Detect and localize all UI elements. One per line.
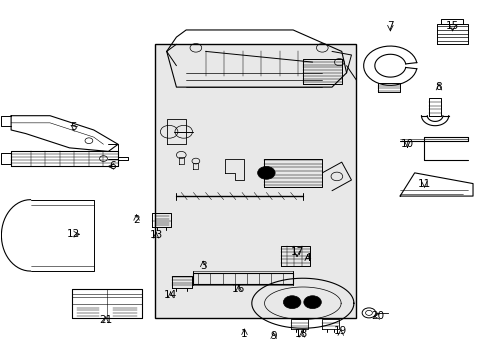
Text: 15: 15 (445, 21, 458, 31)
Text: 8: 8 (435, 82, 442, 92)
Text: 14: 14 (163, 290, 177, 300)
Bar (154, 44, 356, 318)
Text: 16: 16 (232, 284, 245, 294)
Text: 7: 7 (386, 21, 393, 31)
Text: 21: 21 (99, 315, 112, 325)
Text: 12: 12 (66, 229, 80, 239)
Circle shape (303, 296, 321, 309)
Text: 20: 20 (371, 311, 384, 321)
Text: 6: 6 (109, 161, 115, 171)
Text: 19: 19 (333, 326, 346, 336)
Circle shape (283, 296, 300, 309)
Text: 2: 2 (133, 215, 140, 225)
Text: 4: 4 (304, 253, 310, 263)
Text: 11: 11 (417, 179, 430, 189)
Text: 1: 1 (241, 329, 247, 339)
Text: 5: 5 (70, 122, 77, 132)
Circle shape (257, 166, 275, 179)
Text: 3: 3 (200, 261, 206, 271)
Text: 13: 13 (149, 230, 163, 240)
Text: 18: 18 (295, 329, 308, 339)
Text: 17: 17 (290, 247, 303, 257)
Text: 10: 10 (400, 139, 413, 149)
Text: 9: 9 (270, 332, 276, 342)
